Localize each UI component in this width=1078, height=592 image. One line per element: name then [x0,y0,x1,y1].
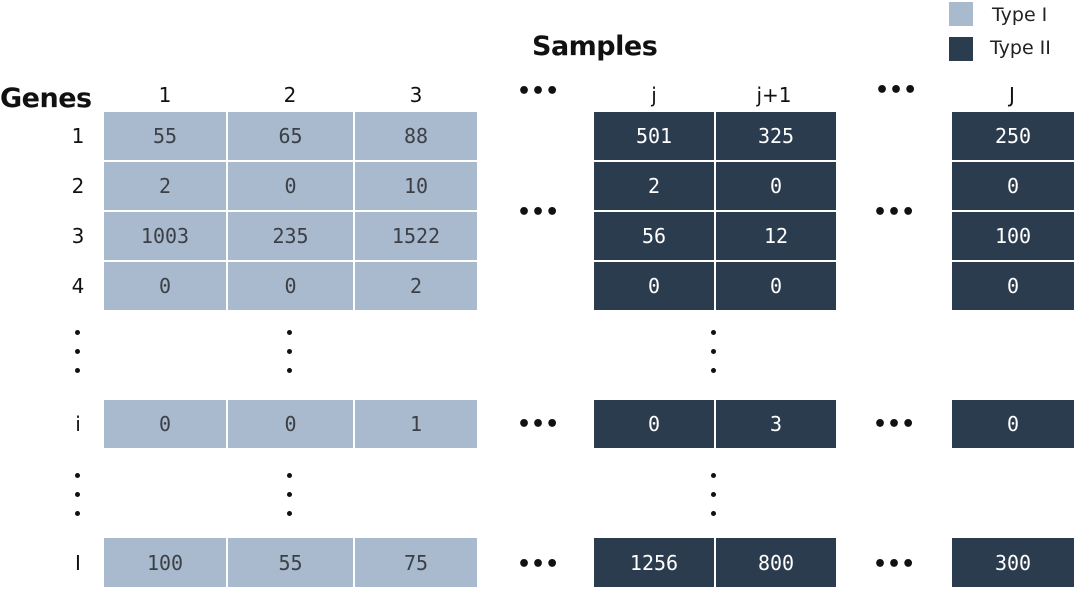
type-1-cell: 0 [103,399,227,449]
row-label: 3 [71,224,85,248]
legend-swatch-type-1 [949,2,973,26]
type-1-cell: 0 [227,161,354,211]
type-1-cell: 0 [103,261,227,311]
row-label: 1 [71,124,85,148]
legend-swatch-type-2 [949,37,973,61]
column-label: j+1 [756,83,792,107]
row-label: 4 [71,274,85,298]
type-2-cell: 12 [715,211,837,261]
type-2-cell: 800 [715,537,837,588]
samples-title: Samples [532,31,658,62]
type-1-cell: 2 [354,261,478,311]
column-label: j [651,83,657,107]
type-1-cell: 1 [354,399,478,449]
type-1-cell: 1522 [354,211,478,261]
genes-header: Genes [0,83,92,114]
horizontal-ellipsis: ••• [875,78,918,103]
type-2-cell: 2 [593,161,715,211]
type-2-cell: 0 [593,261,715,311]
horizontal-ellipsis: ••• [517,79,560,104]
row-label: 2 [71,174,85,198]
type-2-cell: 0 [593,399,715,449]
type-1-cell: 55 [103,111,227,161]
horizontal-ellipsis: ••• [517,552,560,577]
type-1-cell: 0 [227,261,354,311]
type-1-cell: 235 [227,211,354,261]
column-label: J [1009,83,1015,107]
type-2-cell: 1256 [593,537,715,588]
type-2-cell: 300 [951,537,1075,588]
legend-label-type-2: Type II [990,37,1051,59]
column-label: 2 [283,83,297,107]
column-label: 3 [409,83,423,107]
type-1-cell: 65 [227,111,354,161]
type-2-cell: 0 [715,161,837,211]
type-1-cell: 100 [103,537,227,588]
type-1-cell: 10 [354,161,478,211]
horizontal-ellipsis: ••• [517,412,560,437]
type-2-cell: 100 [951,211,1075,261]
type-2-cell: 56 [593,211,715,261]
type-2-cell: 0 [951,399,1075,449]
type-2-cell: 0 [715,261,837,311]
type-1-cell: 0 [227,399,354,449]
column-label: 1 [158,83,172,107]
type-2-cell: 250 [951,111,1075,161]
type-2-cell: 0 [951,261,1075,311]
horizontal-ellipsis: ••• [873,552,916,577]
type-2-cell: 325 [715,111,837,161]
type-1-cell: 2 [103,161,227,211]
type-1-cell: 75 [354,537,478,588]
horizontal-ellipsis: ••• [873,200,916,225]
horizontal-ellipsis: ••• [873,412,916,437]
type-1-cell: 55 [227,537,354,588]
row-label: I [75,551,81,575]
type-2-cell: 0 [951,161,1075,211]
type-1-cell: 88 [354,111,478,161]
horizontal-ellipsis: ••• [517,200,560,225]
row-label: i [75,412,81,436]
type-2-cell: 3 [715,399,837,449]
type-2-cell: 501 [593,111,715,161]
legend-label-type-1: Type I [992,4,1048,26]
type-1-cell: 1003 [103,211,227,261]
